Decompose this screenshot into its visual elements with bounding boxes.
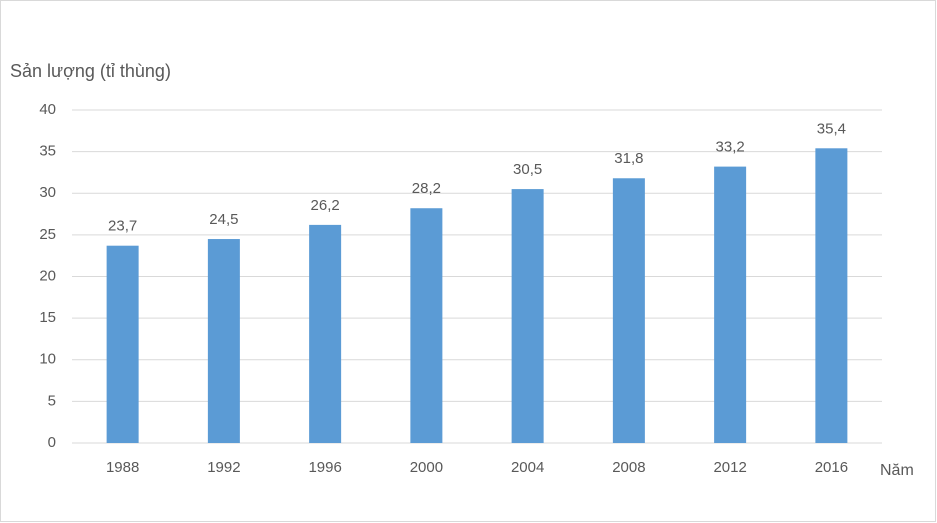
- y-tick-label: 15: [39, 309, 56, 326]
- y-tick-label: 20: [39, 267, 56, 284]
- y-tick-label: 5: [48, 392, 56, 409]
- y-tick-label: 40: [39, 101, 56, 118]
- x-tick-label: 2008: [612, 459, 645, 476]
- x-tick-label: 1988: [106, 459, 139, 476]
- bar: [815, 148, 848, 444]
- bar: [410, 208, 443, 443]
- data-label: 30,5: [513, 161, 542, 178]
- bar: [207, 239, 240, 443]
- x-tick-label: 1992: [207, 459, 240, 476]
- bar: [511, 189, 544, 443]
- y-tick-label: 35: [39, 143, 56, 160]
- data-label: 24,5: [209, 211, 238, 228]
- data-label: 28,2: [412, 180, 441, 197]
- x-tick-label: 2004: [511, 459, 544, 476]
- x-tick-label: 2012: [713, 459, 746, 476]
- x-tick-label: 2000: [410, 459, 443, 476]
- data-label: 35,4: [817, 120, 846, 137]
- data-label: 23,7: [108, 218, 137, 235]
- y-tick-label: 30: [39, 184, 56, 201]
- y-axis-label: Sản lượng (tỉ thùng): [10, 61, 171, 81]
- x-axis-label: Năm: [880, 462, 914, 479]
- y-tick-label: 25: [39, 226, 56, 243]
- x-tick-label: 2016: [815, 459, 848, 476]
- y-tick-label: 0: [48, 434, 56, 451]
- bar: [714, 166, 747, 444]
- x-tick-label: 1996: [308, 459, 341, 476]
- y-tick-label: 10: [39, 351, 56, 368]
- bar: [612, 178, 645, 443]
- data-label: 26,2: [311, 197, 340, 214]
- data-label: 33,2: [716, 139, 745, 156]
- bar: [106, 245, 139, 443]
- bar: [309, 224, 342, 443]
- data-label: 31,8: [614, 150, 643, 167]
